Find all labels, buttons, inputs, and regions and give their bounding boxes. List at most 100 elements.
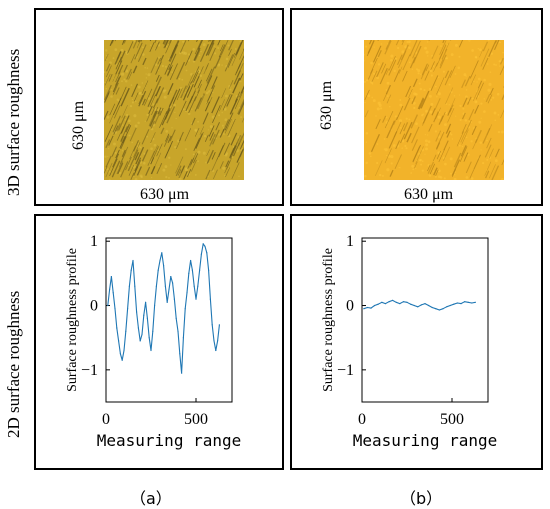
profile-point: [150, 350, 151, 351]
profile-point: [136, 311, 137, 312]
profile-point: [464, 301, 465, 302]
y-tick-label: 0: [346, 298, 354, 315]
x-tick-label: 0: [358, 411, 366, 428]
profile-point: [204, 246, 205, 247]
profile-point: [132, 260, 133, 261]
profile-point: [424, 303, 425, 304]
profile-point: [134, 286, 135, 287]
row-label-3d: 3D surface roughness: [4, 49, 24, 196]
profile-point: [217, 340, 218, 341]
profile-point: [367, 307, 368, 308]
panel-3d-b: 630 μm 630 μm: [290, 8, 543, 206]
surface-texture-a: [104, 40, 244, 180]
profile-point: [177, 331, 178, 332]
profile-point: [154, 305, 155, 306]
plot-frame: [362, 238, 488, 402]
profile-point: [122, 360, 123, 361]
profile-point: [125, 331, 126, 332]
profile-point: [460, 303, 461, 304]
profile-point: [215, 350, 216, 351]
profile-point: [114, 308, 115, 309]
profile-point: [174, 299, 175, 300]
y-tick-label: −1: [337, 362, 354, 379]
profile-point: [471, 302, 472, 303]
profile-point: [118, 340, 119, 341]
profile-point: [195, 299, 196, 300]
profile-point: [370, 308, 371, 309]
profile-point: [172, 282, 173, 283]
profile-point: [131, 270, 132, 271]
profile-point: [450, 305, 451, 306]
y-axis-title: Surface roughness profile: [321, 248, 336, 392]
profile-point: [185, 308, 186, 309]
profile-point: [432, 307, 433, 308]
profile-point: [152, 331, 153, 332]
profile-point: [201, 254, 202, 255]
profile-point: [127, 308, 128, 309]
profile-point: [406, 302, 407, 303]
profile-point: [457, 302, 458, 303]
profile-point: [161, 252, 162, 253]
x-axis-title: Measuring range: [97, 431, 242, 450]
profile-point: [181, 373, 182, 374]
profile-point: [176, 318, 177, 319]
profile-point: [192, 270, 193, 271]
profile-point: [159, 260, 160, 261]
profile-point: [421, 304, 422, 305]
profile-point: [199, 270, 200, 271]
profile-point: [381, 302, 382, 303]
profile-point: [179, 353, 180, 354]
x-tick-label: 500: [184, 411, 208, 428]
row-label-2d: 2D surface roughness: [4, 291, 24, 438]
profile-point: [439, 309, 440, 310]
x-tick-label: 500: [440, 411, 464, 428]
profile-point: [194, 286, 195, 287]
profile-point: [399, 303, 400, 304]
y-tick-label: 0: [90, 298, 98, 315]
profile-point: [212, 324, 213, 325]
x-axis-title: Measuring range: [353, 431, 498, 450]
profile-point: [468, 302, 469, 303]
profile-point: [167, 302, 168, 303]
profile-point: [428, 305, 429, 306]
profile-point: [190, 260, 191, 261]
profile-point: [113, 292, 114, 293]
profile-point: [129, 286, 130, 287]
profile-point: [120, 353, 121, 354]
profile-point: [123, 350, 124, 351]
profile-point: [388, 301, 389, 302]
profile-point: [170, 276, 171, 277]
caption-a: （a）: [130, 485, 172, 509]
profile-point: [140, 340, 141, 341]
profile-point: [396, 302, 397, 303]
profile-point: [475, 302, 476, 303]
profile-point: [188, 273, 189, 274]
profile-point: [435, 308, 436, 309]
profile-point: [392, 300, 393, 301]
profile-point: [111, 276, 112, 277]
profile-point: [203, 243, 204, 244]
dimension-y-label-a: 630 μm: [70, 101, 88, 150]
profile-point: [145, 302, 146, 303]
dimension-y-label-b: 630 μm: [318, 81, 336, 130]
y-tick-label: 1: [90, 233, 98, 250]
profile-point: [116, 327, 117, 328]
panel-3d-a: 630 μm 630 μm: [34, 8, 284, 206]
profile-point: [213, 340, 214, 341]
profile-point: [168, 289, 169, 290]
profile-point: [385, 303, 386, 304]
profile-point: [163, 265, 164, 266]
profile-point: [208, 270, 209, 271]
y-axis-title: Surface roughness profile: [65, 248, 80, 392]
dimension-x-label-a: 630 μm: [140, 186, 189, 204]
profile-point: [446, 306, 447, 307]
profile-point: [219, 324, 220, 325]
surface-texture-b: [364, 40, 504, 180]
profile-point: [206, 252, 207, 253]
profile-point: [156, 286, 157, 287]
dimension-x-label-b: 630 μm: [404, 186, 453, 204]
profile-point: [363, 308, 364, 309]
